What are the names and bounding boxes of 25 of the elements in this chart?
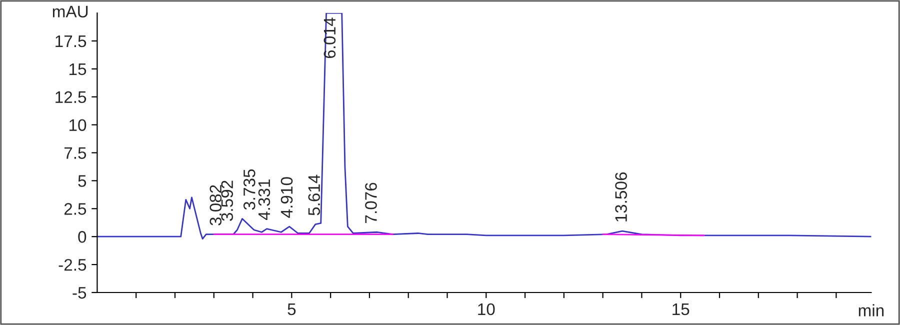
annotation: 4.331: [258, 180, 270, 220]
y-tick-label: 0: [78, 231, 86, 243]
y-tick-label: 12.5: [56, 91, 86, 104]
y-tick-label: -5: [72, 287, 86, 299]
y-tick-label: 10: [70, 119, 86, 132]
x-tick-label: 10: [478, 303, 495, 316]
y-tick-label: -2.5: [58, 258, 86, 271]
y-tick-label: 17.5: [56, 36, 86, 48]
y-tick-label: 5: [78, 175, 86, 187]
annotation: 5.614: [308, 174, 320, 216]
annotation: 3.735: [243, 169, 256, 210]
y-tick-label: 15: [70, 63, 86, 76]
y-tick-label: 2.5: [64, 203, 86, 215]
annotation: 13.506: [615, 172, 627, 222]
x-tick-label: 5: [288, 304, 296, 316]
annotation: 3.082: [210, 185, 222, 226]
annotation: 7.076: [365, 182, 377, 223]
x-axis-title: min: [858, 304, 884, 316]
annotation: 6.014: [324, 18, 336, 58]
line-series: [97, 13, 872, 240]
annotation: 4.910: [280, 177, 293, 218]
annotation: 3.592: [221, 180, 234, 221]
y-axis-title: mAU: [52, 6, 88, 18]
y-tick-label: 7.5: [64, 147, 86, 159]
x-tick-label: 15: [672, 304, 690, 316]
